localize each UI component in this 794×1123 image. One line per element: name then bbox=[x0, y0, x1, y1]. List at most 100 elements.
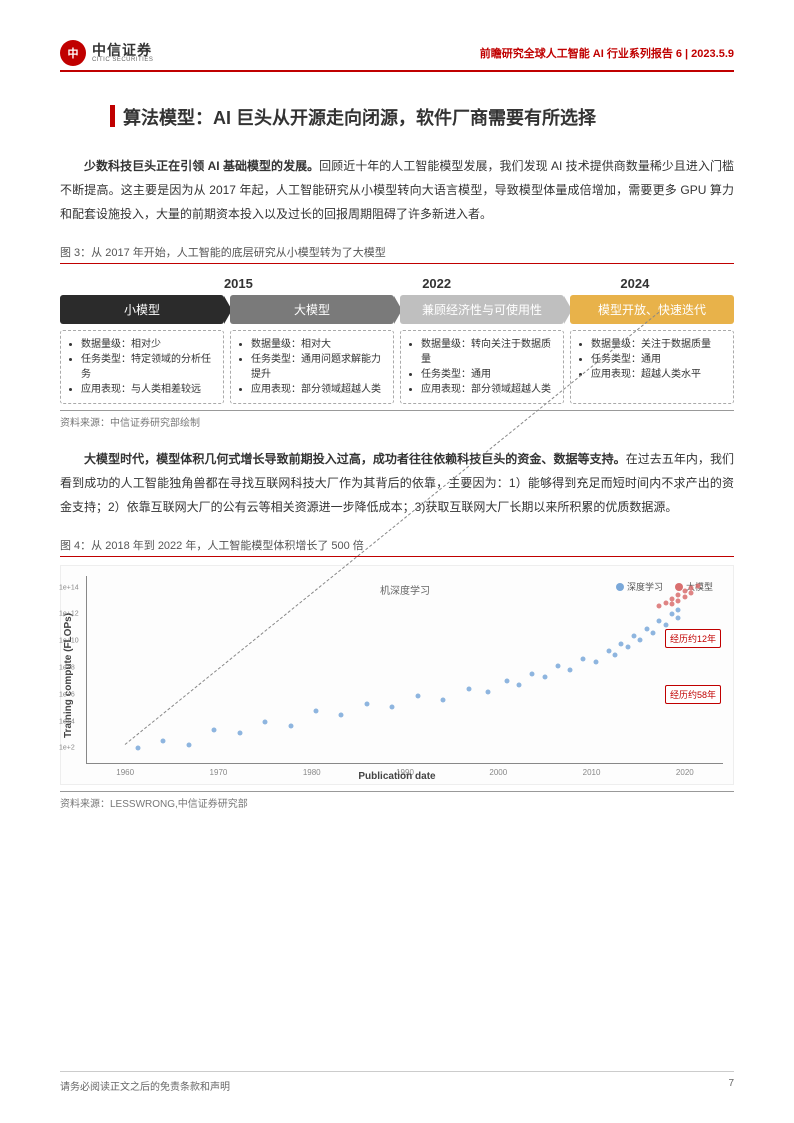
data-point bbox=[612, 652, 617, 657]
data-point bbox=[135, 746, 140, 751]
xtick: 1980 bbox=[303, 768, 321, 777]
data-point bbox=[619, 641, 624, 646]
timeline-stage: 兼顾经济性与可使用性 bbox=[400, 295, 564, 324]
fig3-timeline: 201520222024 小模型大模型兼顾经济性与可使用性模型开放、快速迭代 数… bbox=[60, 272, 734, 404]
timeline-detail: 数据量级：相对大任务类型：通用问题求解能力提升应用表现：部分领域超越人类 bbox=[230, 330, 394, 404]
data-point bbox=[161, 738, 166, 743]
ytick: 1e+14 bbox=[59, 584, 79, 591]
para1-bold: 少数科技巨头正在引领 AI 基础模型的发展。 bbox=[84, 159, 319, 173]
para2-bold: 大模型时代，模型体积几何式增长导致前期投入过高，成功者往往依赖科技巨头的资金、数… bbox=[84, 452, 626, 466]
data-point bbox=[186, 742, 191, 747]
data-point bbox=[390, 705, 395, 710]
data-point bbox=[638, 637, 643, 642]
section-title: 算法模型：AI 巨头从开源走向闭源，软件厂商需要有所选择 bbox=[110, 102, 734, 134]
data-point bbox=[581, 656, 586, 661]
data-point bbox=[657, 619, 662, 624]
data-point bbox=[485, 690, 490, 695]
data-point bbox=[644, 626, 649, 631]
data-point bbox=[670, 602, 675, 607]
data-point bbox=[682, 589, 687, 594]
data-point bbox=[676, 598, 681, 603]
data-point bbox=[657, 604, 662, 609]
data-point bbox=[339, 712, 344, 717]
data-point bbox=[237, 731, 242, 736]
logo-en: CITIC SECURITIES bbox=[92, 57, 153, 63]
data-point bbox=[625, 645, 630, 650]
callout: 经历约58年 bbox=[665, 685, 721, 704]
data-point bbox=[689, 585, 694, 590]
data-point bbox=[682, 594, 687, 599]
paragraph-2: 大模型时代，模型体积几何式增长导致前期投入过高，成功者往往依赖科技巨头的资金、数… bbox=[60, 447, 734, 519]
ytick: 1e+8 bbox=[59, 665, 75, 672]
fig3-caption: 图 3：从 2017 年开始，人工智能的底层研究从小模型转为了大模型 bbox=[60, 244, 734, 264]
header-meta: 前瞻研究全球人工智能 AI 行业系列报告 6 | 2023.5.9 bbox=[480, 45, 734, 61]
page-number: 7 bbox=[728, 1078, 734, 1093]
fig3-source: 资料来源：中信证券研究部绘制 bbox=[60, 410, 734, 429]
fig4-chart: Training compute (FLOPs) 机深度学习 深度学习大模型 经… bbox=[60, 565, 734, 785]
xtick: 2010 bbox=[583, 768, 601, 777]
fig4-title-small: 机深度学习 bbox=[380, 582, 430, 597]
ytick: 1e+2 bbox=[59, 745, 75, 752]
legend-item: 深度学习 bbox=[616, 580, 663, 593]
data-point bbox=[689, 591, 694, 596]
logo: 中 中信证券 CITIC SECURITIES bbox=[60, 40, 153, 66]
logo-cn: 中信证券 bbox=[92, 43, 153, 57]
timeline-stage: 小模型 bbox=[60, 295, 224, 324]
data-point bbox=[466, 686, 471, 691]
fig4-source: 资料来源：LESSWRONG,中信证券研究部 bbox=[60, 791, 734, 810]
data-point bbox=[517, 682, 522, 687]
legend-item: 大模型 bbox=[675, 580, 713, 593]
timeline-year: 2015 bbox=[139, 272, 337, 295]
data-point bbox=[670, 611, 675, 616]
callout: 经历约12年 bbox=[665, 629, 721, 648]
data-point bbox=[530, 671, 535, 676]
data-point bbox=[606, 649, 611, 654]
xtick: 2020 bbox=[676, 768, 694, 777]
xtick: 1960 bbox=[116, 768, 134, 777]
footer-disclaimer: 请务必阅读正文之后的免责条款和声明 bbox=[60, 1078, 230, 1093]
data-point bbox=[364, 701, 369, 706]
data-point bbox=[212, 727, 217, 732]
xtick: 2000 bbox=[489, 768, 507, 777]
data-point bbox=[663, 623, 668, 628]
section-title-text: 算法模型：AI 巨头从开源走向闭源，软件厂商需要有所选择 bbox=[123, 102, 596, 134]
data-point bbox=[542, 675, 547, 680]
data-point bbox=[288, 724, 293, 729]
data-point bbox=[676, 593, 681, 598]
timeline-detail: 数据量级：转向关注于数据质量任务类型：通用应用表现：部分领域超越人类 bbox=[400, 330, 564, 404]
fig4-caption: 图 4：从 2018 年到 2022 年，人工智能模型体积增长了 500 倍 bbox=[60, 537, 734, 557]
data-point bbox=[593, 660, 598, 665]
data-point bbox=[441, 697, 446, 702]
timeline-detail: 数据量级：相对少任务类型：特定领域的分析任务应用表现：与人类相差较远 bbox=[60, 330, 224, 404]
footer: 请务必阅读正文之后的免责条款和声明 7 bbox=[60, 1071, 734, 1093]
ytick: 1e+12 bbox=[59, 611, 79, 618]
data-point bbox=[695, 583, 700, 588]
data-point bbox=[313, 709, 318, 714]
header: 中 中信证券 CITIC SECURITIES 前瞻研究全球人工智能 AI 行业… bbox=[60, 40, 734, 72]
timeline-stage: 大模型 bbox=[230, 295, 394, 324]
data-point bbox=[670, 596, 675, 601]
ytick: 1e+10 bbox=[59, 638, 79, 645]
ytick: 1e+6 bbox=[59, 691, 75, 698]
data-point bbox=[663, 600, 668, 605]
paragraph-1: 少数科技巨头正在引领 AI 基础模型的发展。回顾近十年的人工智能模型发展，我们发… bbox=[60, 154, 734, 226]
timeline-year: 2024 bbox=[536, 272, 734, 295]
timeline-year: 2022 bbox=[338, 272, 536, 295]
data-point bbox=[504, 679, 509, 684]
data-point bbox=[651, 630, 656, 635]
timeline-year bbox=[60, 272, 139, 295]
data-point bbox=[631, 634, 636, 639]
data-point bbox=[568, 667, 573, 672]
data-point bbox=[676, 615, 681, 620]
data-point bbox=[263, 720, 268, 725]
timeline-stage: 模型开放、快速迭代 bbox=[570, 295, 734, 324]
ytick: 1e+4 bbox=[59, 718, 75, 725]
data-point bbox=[415, 694, 420, 699]
data-point bbox=[555, 664, 560, 669]
logo-mark: 中 bbox=[60, 40, 86, 66]
fig4-xlabel: Publication date bbox=[358, 771, 435, 782]
data-point bbox=[676, 608, 681, 613]
timeline-detail: 数据量级：关注于数据质量任务类型：通用应用表现：超越人类水平 bbox=[570, 330, 734, 404]
accent-bar bbox=[110, 105, 115, 127]
xtick: 1970 bbox=[210, 768, 228, 777]
